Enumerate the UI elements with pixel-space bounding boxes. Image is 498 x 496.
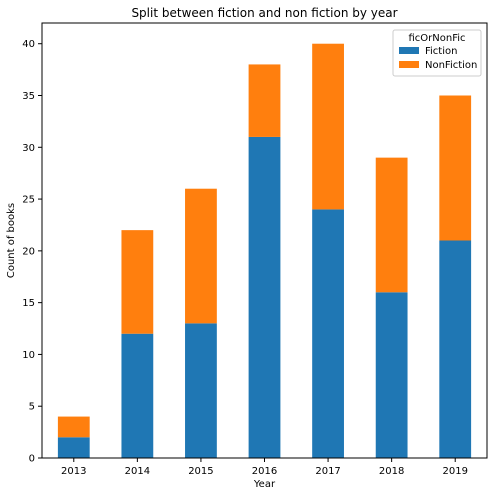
bar-nonfiction-2019	[439, 95, 472, 241]
y-tick-label: 0	[29, 454, 35, 465]
legend-swatch-fiction	[399, 47, 419, 54]
x-tick-label: 2016	[252, 466, 277, 477]
y-tick-label: 10	[22, 350, 35, 361]
bar-fiction-2017	[312, 209, 344, 458]
bars-layer	[57, 43, 472, 458]
y-tick-label: 25	[22, 195, 35, 206]
bar-nonfiction-2017	[312, 43, 344, 210]
legend-label-nonfiction: NonFiction	[425, 60, 477, 71]
legend-swatch-nonfiction	[399, 61, 419, 68]
chart-title: Split between fiction and non fiction by…	[131, 6, 397, 20]
y-tick-label: 40	[22, 39, 35, 50]
bar-nonfiction-2013	[57, 416, 90, 438]
y-axis-label: Count of books	[6, 203, 17, 278]
y-tick-label: 15	[22, 298, 35, 309]
bar-fiction-2019	[439, 240, 472, 458]
x-axis-label: Year	[253, 479, 276, 490]
bar-fiction-2014	[121, 333, 154, 458]
bar-nonfiction-2016	[248, 64, 281, 137]
legend-title: ficOrNonFic	[408, 33, 465, 44]
bar-nonfiction-2018	[375, 157, 408, 293]
x-tick-label: 2015	[188, 466, 213, 477]
x-tick-label: 2018	[379, 466, 404, 477]
y-tick-label: 5	[29, 402, 35, 413]
bar-fiction-2013	[57, 437, 90, 458]
y-tick-label: 35	[22, 91, 35, 102]
axes-layer: 0 5 10 15 20 25 30 35 40 2013 2014 2015 2016 2017 2018…	[22, 22, 488, 477]
x-tick-label: 2014	[125, 466, 150, 477]
x-tick-label: 2019	[442, 466, 467, 477]
legend-label-fiction: Fiction	[425, 46, 457, 57]
legend: ficOrNonFic Fiction NonFiction	[392, 29, 482, 77]
x-tick-label: 2013	[61, 466, 86, 477]
bar-fiction-2015	[185, 323, 217, 458]
bar-nonfiction-2014	[121, 230, 154, 334]
y-tick-label: 20	[22, 246, 35, 257]
bar-fiction-2018	[375, 292, 408, 458]
bar-nonfiction-2015	[185, 188, 217, 324]
y-tick-label: 30	[22, 143, 35, 154]
bar-fiction-2016	[248, 136, 281, 458]
x-tick-label: 2017	[315, 466, 340, 477]
